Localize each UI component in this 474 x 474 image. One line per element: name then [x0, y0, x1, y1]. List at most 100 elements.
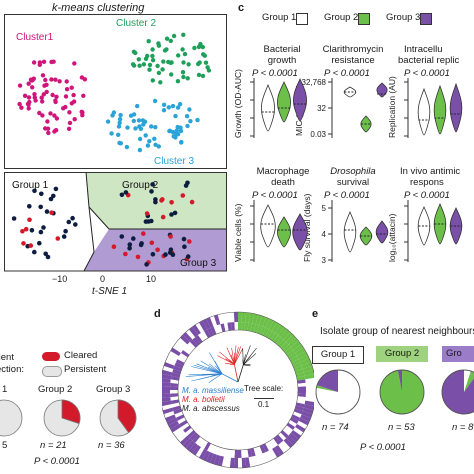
tree-ring-segment [296, 402, 305, 408]
tree-ring-segment [170, 347, 181, 356]
tree-ring-segment [171, 372, 180, 378]
c6-title-line1: In vivo antimic [400, 166, 461, 177]
tree-ring-segment [238, 322, 242, 331]
scatter-point [37, 60, 43, 65]
tree-ring-segment [262, 452, 270, 463]
tree-ring-segment [185, 344, 194, 353]
persistent-point [32, 188, 37, 194]
panel-b: Group 1 Group 2 Group 3 −10 0 10 t-SNE 1 [0, 170, 230, 300]
tree-ring-segment [163, 362, 175, 369]
tree-ring-segment [188, 442, 198, 454]
tree-ring-segment [265, 329, 272, 338]
tree-ring-segment [185, 427, 194, 436]
tree-ring-segment [259, 315, 266, 327]
scatter-point [117, 117, 123, 122]
tree-ring-segment [233, 457, 238, 468]
tree-ring-segment [305, 381, 314, 387]
tree-ring-segment [162, 390, 171, 395]
tree-ring-segment [172, 344, 183, 353]
legend-group-1: Group 1 [262, 12, 297, 23]
panel-d-letter: d [154, 308, 161, 320]
scatter-point [19, 105, 24, 110]
persistent-point [139, 241, 144, 246]
cleared-point [149, 240, 155, 246]
x-axis-label: t-SNE 1 [92, 286, 128, 297]
tree-ring-segment [202, 450, 211, 462]
clearance-group-1: 1 [2, 384, 8, 395]
tree-ring-segment [189, 432, 198, 441]
scatter-point [80, 113, 85, 118]
tree-ring-segment [162, 381, 171, 387]
scatter-point [118, 112, 123, 118]
tree-ring-segment [275, 337, 284, 346]
persistent-point [149, 189, 154, 194]
violin [375, 220, 389, 244]
tree-ring-segment [185, 440, 196, 451]
tree-ring-segment [217, 313, 224, 325]
scatter-point [147, 139, 152, 144]
persistent-point [38, 204, 43, 210]
tree-ring-segment [162, 397, 171, 403]
cleared-point [20, 229, 25, 234]
scatter-point [131, 49, 137, 54]
clearance-pvalue: P < 0.0001 [34, 456, 80, 467]
tree-ring-segment [177, 337, 188, 348]
scatter-point [57, 79, 62, 84]
tree-leaf [228, 359, 235, 365]
tree-ring-segment [187, 341, 196, 350]
tree-ring-segment [225, 312, 231, 323]
scatter-point [169, 72, 174, 77]
tree-ring-segment [225, 457, 231, 468]
tree-ring-segment [192, 337, 201, 346]
scatter-point [167, 128, 173, 133]
tree-leaf [196, 363, 223, 375]
tree-ring-segment [162, 365, 174, 373]
tree-ring-segment [297, 393, 306, 398]
panel-c-letter: c [238, 2, 245, 14]
tree-ring-segment [302, 407, 314, 415]
persistent-point [51, 193, 56, 199]
violin [343, 86, 357, 98]
scatter-point [175, 79, 181, 84]
persistent-point [181, 236, 187, 242]
tree-ring-segment [162, 400, 172, 407]
clearance-group-3: Group 3 [96, 384, 131, 395]
tree-ring-segment [177, 356, 186, 363]
tree-ring-segment [278, 442, 288, 454]
tree-ring-segment [171, 402, 180, 408]
tree-branch [234, 364, 239, 383]
panel-a: k-means clustering Cluster1 Cluster 2 Cl… [0, 0, 228, 172]
cluster-2-label: Cluster 2 [116, 18, 156, 29]
pie-persistent [0, 399, 23, 437]
tree-ring-segment [256, 325, 263, 334]
cluster-1-label: Cluster1 [16, 32, 54, 43]
tree-ring-segment [295, 369, 304, 375]
tree-leaf [200, 360, 223, 375]
c4-title-line1: Macrophage [256, 166, 310, 177]
tree-ring-segment [296, 399, 306, 405]
tree-ring-segment [255, 454, 263, 466]
scatter-point [160, 67, 165, 72]
scatter-point [32, 95, 37, 100]
scatter-point [133, 126, 138, 131]
scatter-point [69, 85, 74, 90]
persistent-point [153, 197, 158, 202]
group-1-label: Group 1 [12, 180, 49, 191]
tree-leaf [234, 348, 244, 365]
scatter-point [117, 120, 122, 126]
scatter-point [41, 59, 47, 64]
scatter-point [143, 56, 149, 61]
persistent-point [27, 204, 32, 209]
tree-leaf [231, 347, 235, 365]
tree-ring-segment [170, 375, 180, 381]
tree-ring-segment [284, 347, 293, 355]
tree-ring-segment [213, 314, 221, 326]
scatter-point [150, 58, 156, 63]
tree-ring-segment [291, 359, 301, 366]
scatter-point [131, 112, 137, 117]
persistent-point [172, 210, 178, 216]
tree-leaf [209, 352, 223, 374]
scatter-point [26, 81, 31, 86]
tree-ring-segment [273, 335, 281, 344]
phylo-tree [162, 311, 314, 469]
